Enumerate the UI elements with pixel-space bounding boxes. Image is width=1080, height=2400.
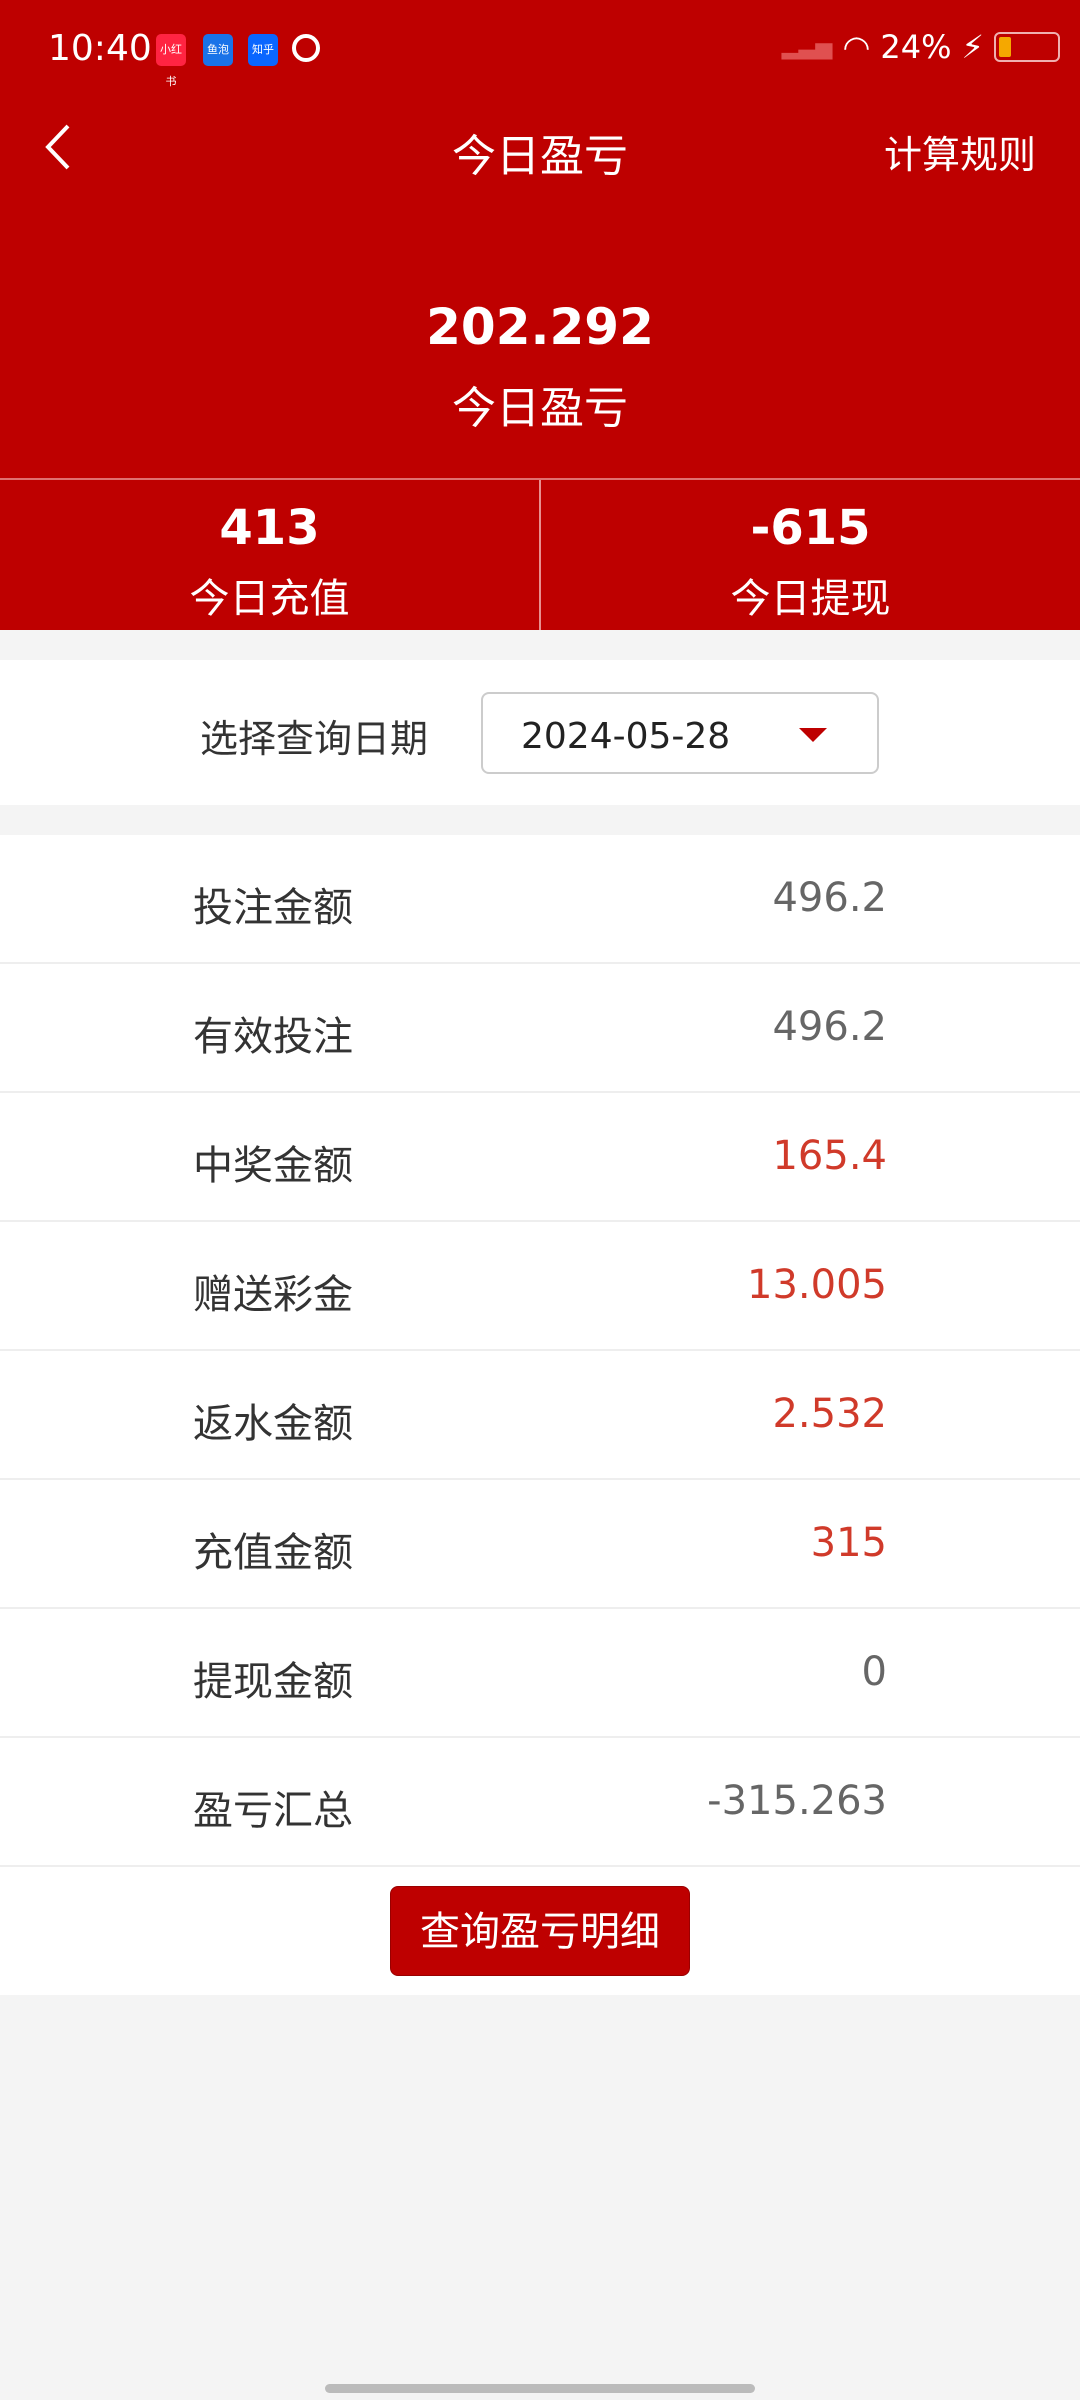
list-item: 有效投注 496.2	[0, 964, 1080, 1093]
today-profit-value: 202.292	[426, 298, 654, 356]
row-label: 中奖金额	[193, 1143, 353, 1189]
today-recharge: 413 今日充值	[0, 480, 541, 630]
withdraw-value: -615	[750, 500, 871, 556]
row-value: 496.2	[772, 875, 887, 921]
list-item: 充值金额 315	[0, 1480, 1080, 1609]
status-time: 10:40	[48, 28, 152, 69]
yupao-icon: 鱼泡	[203, 34, 233, 66]
wifi-icon: ◠	[842, 28, 871, 66]
battery-percent: 24%	[880, 28, 952, 66]
calc-rules-button[interactable]: 计算规则	[883, 133, 1036, 177]
list-item: 中奖金额 165.4	[0, 1093, 1080, 1222]
date-label: 选择查询日期	[200, 717, 429, 761]
date-value: 2024-05-28	[521, 716, 731, 757]
row-value: -315.263	[707, 1778, 887, 1824]
row-label: 提现金额	[193, 1659, 353, 1705]
list-item: 赠送彩金 13.005	[0, 1222, 1080, 1351]
zhihu-icon: 知乎	[248, 34, 278, 66]
header-area: 10:40 小红书 鱼泡 知乎 ▂▃▅ ◠ 24% ⚡ 今日盈亏 计算规则 20…	[0, 0, 1080, 630]
back-icon[interactable]	[40, 122, 80, 172]
row-label: 盈亏汇总	[193, 1788, 353, 1834]
home-indicator[interactable]	[325, 2384, 755, 2393]
date-filter: 选择查询日期 2024-05-28	[0, 660, 1080, 805]
row-label: 充值金额	[193, 1530, 353, 1576]
date-select[interactable]: 2024-05-28	[481, 692, 879, 774]
row-value: 13.005	[747, 1262, 887, 1308]
charging-icon: ⚡	[961, 28, 984, 66]
query-details-button[interactable]: 查询盈亏明细	[390, 1886, 690, 1976]
recharge-value: 413	[219, 500, 320, 556]
list-item: 返水金额 2.532	[0, 1351, 1080, 1480]
row-value: 496.2	[772, 1004, 887, 1050]
row-value: 165.4	[772, 1133, 887, 1179]
list-item: 投注金额 496.2	[0, 835, 1080, 964]
battery-icon	[994, 32, 1060, 62]
row-label: 有效投注	[193, 1014, 353, 1060]
caret-down-icon	[799, 728, 827, 742]
today-withdraw: -615 今日提现	[541, 480, 1080, 630]
status-bar: 10:40 小红书 鱼泡 知乎 ▂▃▅ ◠ 24% ⚡	[0, 0, 1080, 100]
row-value: 0	[861, 1649, 887, 1695]
page-title: 今日盈亏	[452, 131, 628, 182]
row-label: 投注金额	[193, 885, 353, 931]
signal-icon: ▂▃▅	[781, 34, 833, 60]
list-item: 盈亏汇总 -315.263	[0, 1738, 1080, 1867]
withdraw-label: 今日提现	[730, 576, 891, 622]
stats-list: 投注金额 496.2 有效投注 496.2 中奖金额 165.4 赠送彩金 13.005 返水金…	[0, 835, 1080, 1995]
xiaohongshu-icon: 小红书	[156, 34, 186, 88]
today-profit-label: 今日盈亏	[452, 383, 628, 434]
recharge-label: 今日充值	[189, 576, 350, 622]
row-label: 返水金额	[193, 1401, 353, 1447]
row-label: 赠送彩金	[193, 1272, 353, 1318]
row-value: 2.532	[772, 1391, 887, 1437]
list-item: 提现金额 0	[0, 1609, 1080, 1738]
app-icon	[292, 34, 320, 62]
row-value: 315	[810, 1520, 887, 1566]
